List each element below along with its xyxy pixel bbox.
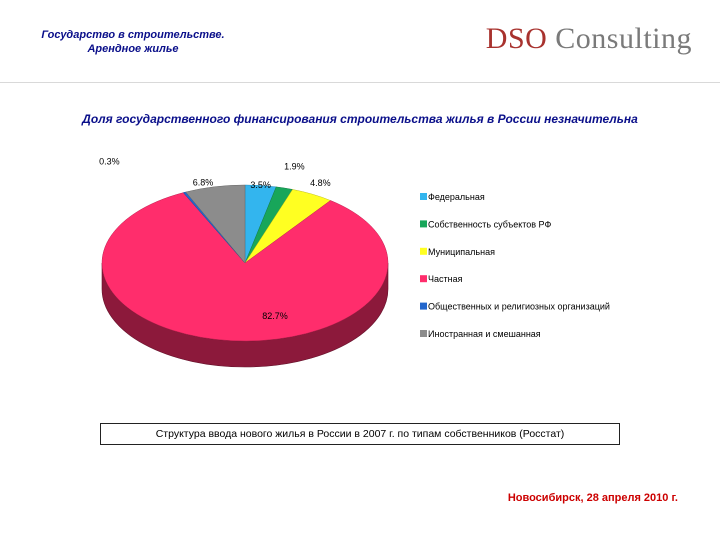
data-label-5: 6.8% — [193, 178, 214, 188]
data-label-3: 82.7% — [262, 311, 288, 321]
data-label-1: 1.9% — [284, 161, 305, 171]
legend-label-3: Частная — [428, 274, 463, 284]
legend-swatch-2 — [420, 247, 427, 255]
legend-swatch-3 — [420, 275, 427, 283]
logo-dso: DSO — [485, 22, 548, 55]
company-logo: DSO Consulting — [486, 22, 692, 56]
pie-slice-5 — [185, 184, 246, 264]
header-line-1: Государство в строительстве. — [41, 29, 225, 41]
legend-swatch-1 — [420, 220, 427, 228]
pie-slice-3 — [101, 192, 389, 342]
data-label-0: 3.5% — [250, 180, 271, 190]
slide-header: Государство в строительстве. Арендное жи… — [28, 28, 238, 56]
header-line-2: Арендное жилье — [87, 43, 179, 55]
data-label-2: 4.8% — [310, 178, 331, 188]
data-label-4: 0.3% — [99, 157, 120, 167]
legend-label-5: Иностранная и смешанная — [428, 329, 541, 339]
header-divider — [0, 82, 720, 83]
legend-swatch-0 — [420, 193, 427, 200]
chart-caption: Структура ввода нового жилья в России в … — [100, 423, 620, 445]
legend-swatch-5 — [420, 330, 427, 337]
legend-label-1: Собственность субъектов РФ — [428, 219, 551, 229]
pie-chart: 3.5% 1.9% 4.8% 82.7% 0.3% 6.8% Федеральная Собс… — [99, 157, 610, 368]
logo-consulting: Consulting — [547, 22, 692, 55]
legend-swatch-4 — [420, 302, 427, 310]
legend-label-0: Федеральная — [428, 192, 485, 202]
legend-label-2: Муниципальная — [428, 247, 495, 257]
footer-date: Новосибирск, 28 апреля 2010 г. — [507, 492, 678, 504]
slide-headline: Доля государственного финансирования стр… — [82, 112, 638, 126]
legend-label-4: Общественных и религиозных организаций — [428, 302, 610, 312]
